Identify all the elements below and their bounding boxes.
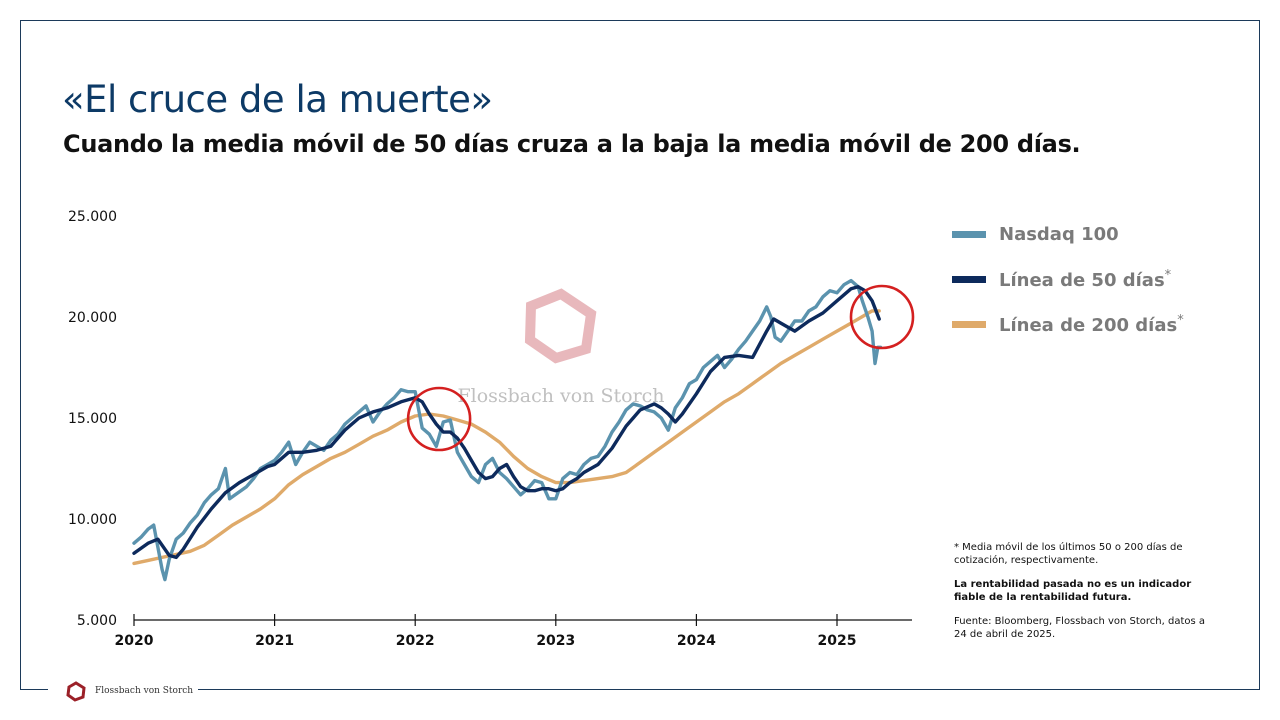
- brand-logo-icon: [66, 681, 86, 702]
- death-cross-circle-2: [849, 284, 915, 350]
- slide-frame: [20, 20, 1260, 690]
- watermark: Flossbach von Storch: [457, 288, 665, 407]
- page-subtitle: Cuando la media móvil de 50 días cruza a…: [63, 130, 1081, 158]
- legend-item-ma50: Línea de 50 días*: [952, 257, 1184, 302]
- chart-annotations: [406, 284, 915, 452]
- legend-label-ma50: Línea de 50 días*: [999, 268, 1172, 291]
- footer-frame-gap: [48, 684, 198, 696]
- y-tick-label: 20.000: [68, 310, 117, 326]
- x-tick-label: 2025: [818, 633, 857, 649]
- series-line-ma200: [132, 309, 881, 566]
- y-tick-label: 10.000: [68, 512, 117, 528]
- watermark-logo-icon: [524, 288, 597, 364]
- watermark-text: Flossbach von Storch: [457, 385, 664, 407]
- legend-item-ma200: Línea de 200 días*: [952, 302, 1184, 347]
- legend-swatch-ma200: [952, 321, 986, 328]
- legend-label-nasdaq: Nasdaq 100: [999, 224, 1119, 245]
- chart-series: [132, 278, 883, 582]
- y-tick-label: 25.000: [68, 209, 117, 225]
- x-tick-label: 2023: [536, 633, 575, 649]
- page-title: «El cruce de la muerte»: [62, 78, 493, 121]
- series-line-ma50: [132, 285, 881, 560]
- death-cross-circle-1: [406, 386, 472, 452]
- x-tick-label: 2022: [396, 633, 435, 649]
- y-tick-label: 5.000: [77, 613, 117, 629]
- x-tick-label: 2020: [115, 633, 154, 649]
- legend-swatch-ma50: [952, 276, 986, 283]
- x-tick-label: 2021: [255, 633, 294, 649]
- footer-brand: Flossbach von Storch: [95, 686, 194, 696]
- chart-axes: 5.000 10.000 15.000 20.000 25.000 2020 2021 202…: [68, 209, 912, 649]
- chart-notes: * Media móvil de los últimos 50 o 200 dí…: [954, 541, 1216, 652]
- legend-label-ma200: Línea de 200 días*: [999, 313, 1184, 336]
- legend-swatch-nasdaq: [952, 231, 986, 238]
- x-tick-label: 2024: [677, 633, 716, 649]
- disclaimer-text: La rentabilidad pasada no es un indicado…: [954, 579, 1192, 603]
- source-text: Fuente: Bloomberg, Flossbach von Storch,…: [954, 616, 1206, 640]
- footnote-text: * Media móvil de los últimos 50 o 200 dí…: [954, 542, 1183, 566]
- chart-legend: Nasdaq 100 Línea de 50 días* Línea de 20…: [952, 212, 1184, 347]
- legend-item-nasdaq: Nasdaq 100: [952, 212, 1184, 257]
- y-tick-label: 15.000: [68, 411, 117, 427]
